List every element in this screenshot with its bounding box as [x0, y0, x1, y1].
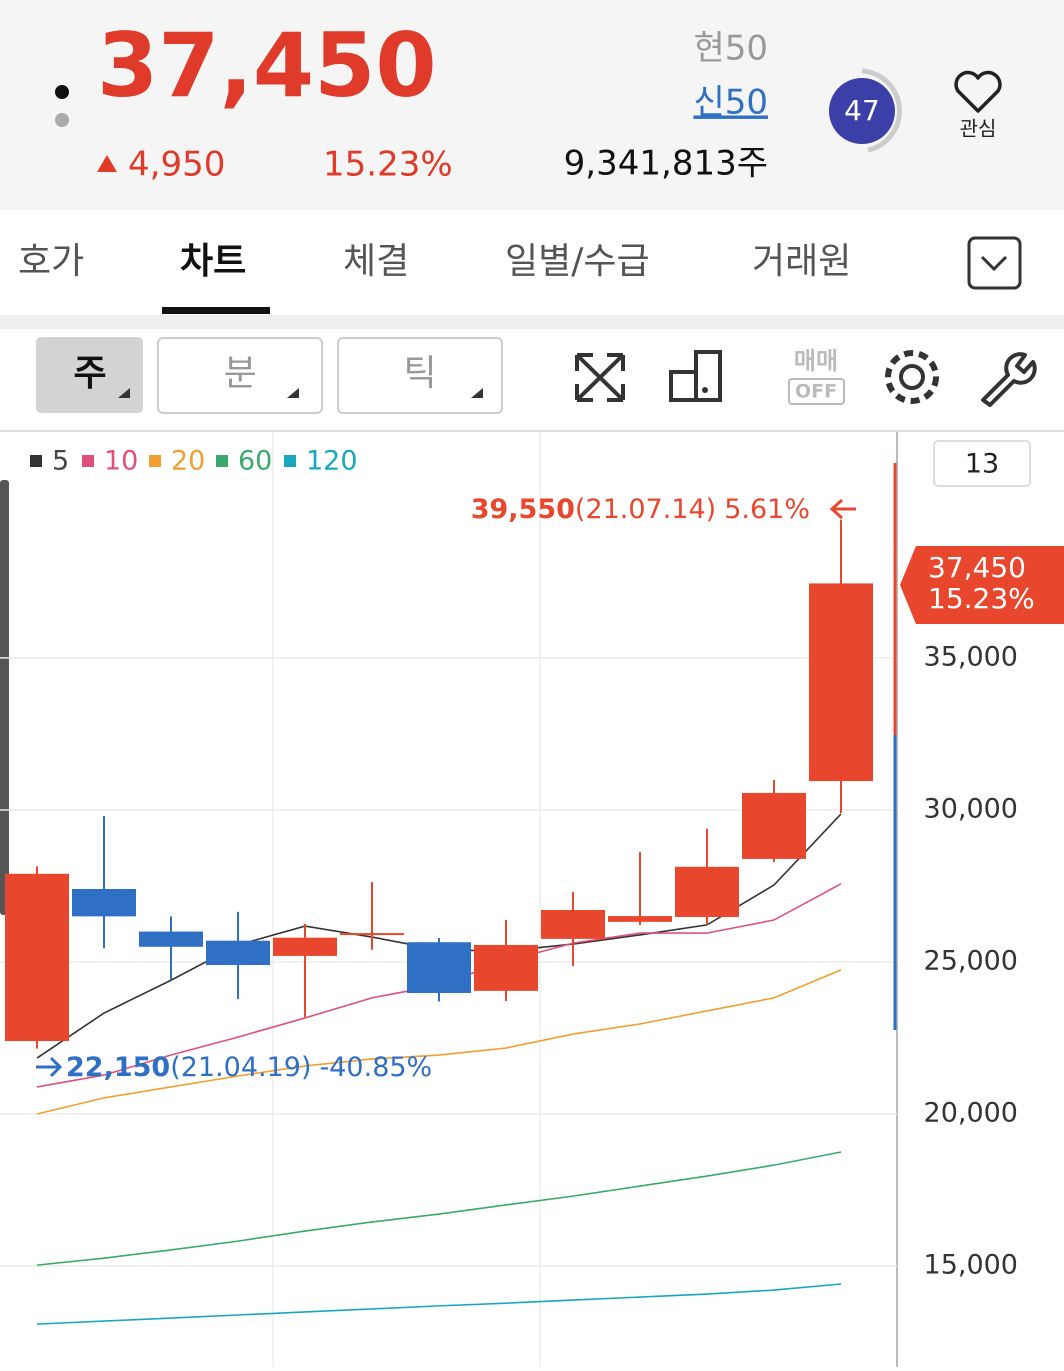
dot [55, 113, 69, 127]
legend-swatch [30, 455, 42, 467]
candle-body [273, 937, 337, 956]
plot [0, 519, 897, 1325]
tab-underline [162, 307, 270, 314]
tab[interactable]: 거래원 [752, 241, 851, 282]
count-box [933, 440, 1031, 487]
candle-body [206, 940, 270, 966]
trade-label[interactable]: 매매 [794, 347, 838, 375]
candle-body [608, 916, 672, 922]
side-handle[interactable] [0, 480, 9, 915]
y-tick-label: 20,000 [924, 1098, 1018, 1129]
trade-box [788, 378, 845, 405]
split-icon[interactable] [669, 350, 722, 402]
low-date: (21.04.19) [170, 1052, 311, 1083]
candle-body [340, 933, 404, 936]
candle-body [474, 944, 538, 991]
gear-teeth [885, 350, 939, 404]
chevron [980, 255, 1008, 272]
low-note: 22,150(21.04.19) -40.85% [66, 1052, 432, 1083]
badge-ring [861, 68, 902, 153]
button[interactable] [36, 337, 143, 413]
change: 4,950 [128, 145, 225, 185]
dot [55, 85, 69, 99]
high-note: 39,550(21.07.14) 5.61% [471, 494, 810, 525]
high-date: (21.07.14) [575, 494, 716, 525]
ma-line [36, 1283, 842, 1325]
legend-swatch [284, 455, 296, 467]
dot [702, 387, 708, 393]
trade-state: OFF [795, 381, 837, 403]
candle-body [407, 942, 471, 993]
y-tick-label: 25,000 [924, 945, 1018, 976]
tab[interactable]: 일별/수급 [505, 241, 650, 282]
arrow [36, 1056, 63, 1078]
tab-menu[interactable] [967, 236, 1022, 290]
tab[interactable]: 체결 [343, 241, 409, 282]
ma-line [36, 969, 842, 1115]
ma-line [36, 1151, 842, 1266]
arrow [829, 498, 856, 520]
candle-body [809, 583, 873, 782]
high-price: 39,550 [471, 494, 575, 525]
heart-icon[interactable] [954, 70, 1002, 113]
legend-label: 5 [52, 446, 69, 477]
wrench-icon[interactable] [981, 352, 1037, 407]
low-price: 22,150 [66, 1052, 170, 1083]
candle-body [742, 792, 806, 859]
current-price: 37,450 [928, 551, 1026, 584]
favorite[interactable]: 관심 [960, 117, 997, 141]
y-tick-label: 15,000 [924, 1250, 1018, 1281]
legend-label: 60 [238, 446, 272, 477]
candle-body [675, 866, 739, 917]
button[interactable] [157, 337, 323, 414]
change-pct: 15.23% [323, 145, 453, 185]
up-triangle [97, 155, 117, 172]
badge-text: 47 [844, 94, 880, 127]
y-tick-label: 30,000 [924, 793, 1018, 824]
label: 현50 [693, 29, 768, 69]
separator [0, 315, 1064, 329]
legend-swatch [216, 455, 228, 467]
current-price-tag [900, 546, 1064, 624]
volume: 9,341,813주 [564, 144, 768, 184]
legend-label: 10 [104, 446, 138, 477]
candle-body [541, 909, 605, 939]
legend-swatch [149, 455, 161, 467]
button-label: 틱 [403, 353, 436, 394]
low-pct: -40.85% [320, 1052, 433, 1083]
tab[interactable]: 호가 [18, 241, 84, 282]
current-pct: 15.23% [928, 582, 1035, 615]
legend-label: 120 [306, 446, 358, 477]
badge [829, 78, 895, 144]
count: 13 [965, 449, 999, 480]
expand-icon[interactable] [575, 353, 625, 402]
high-pct: 5.61% [724, 494, 810, 525]
legend-label: 20 [171, 446, 205, 477]
button-label: 분 [223, 353, 256, 394]
candle-body [72, 889, 136, 917]
gear-icon[interactable] [899, 364, 925, 390]
candle-body [5, 873, 69, 1042]
y-tick-label: 35,000 [924, 641, 1018, 672]
candle-body [139, 931, 203, 947]
tab[interactable]: 차트 [180, 241, 246, 282]
legend-swatch [82, 455, 94, 467]
button[interactable] [337, 337, 503, 414]
button-label: 주 [73, 353, 106, 394]
tabs: 호가 차트 체결 일별/수급 거래원 [18, 241, 851, 282]
link[interactable]: 신50 [693, 83, 768, 123]
price: 37,450 [97, 14, 437, 117]
